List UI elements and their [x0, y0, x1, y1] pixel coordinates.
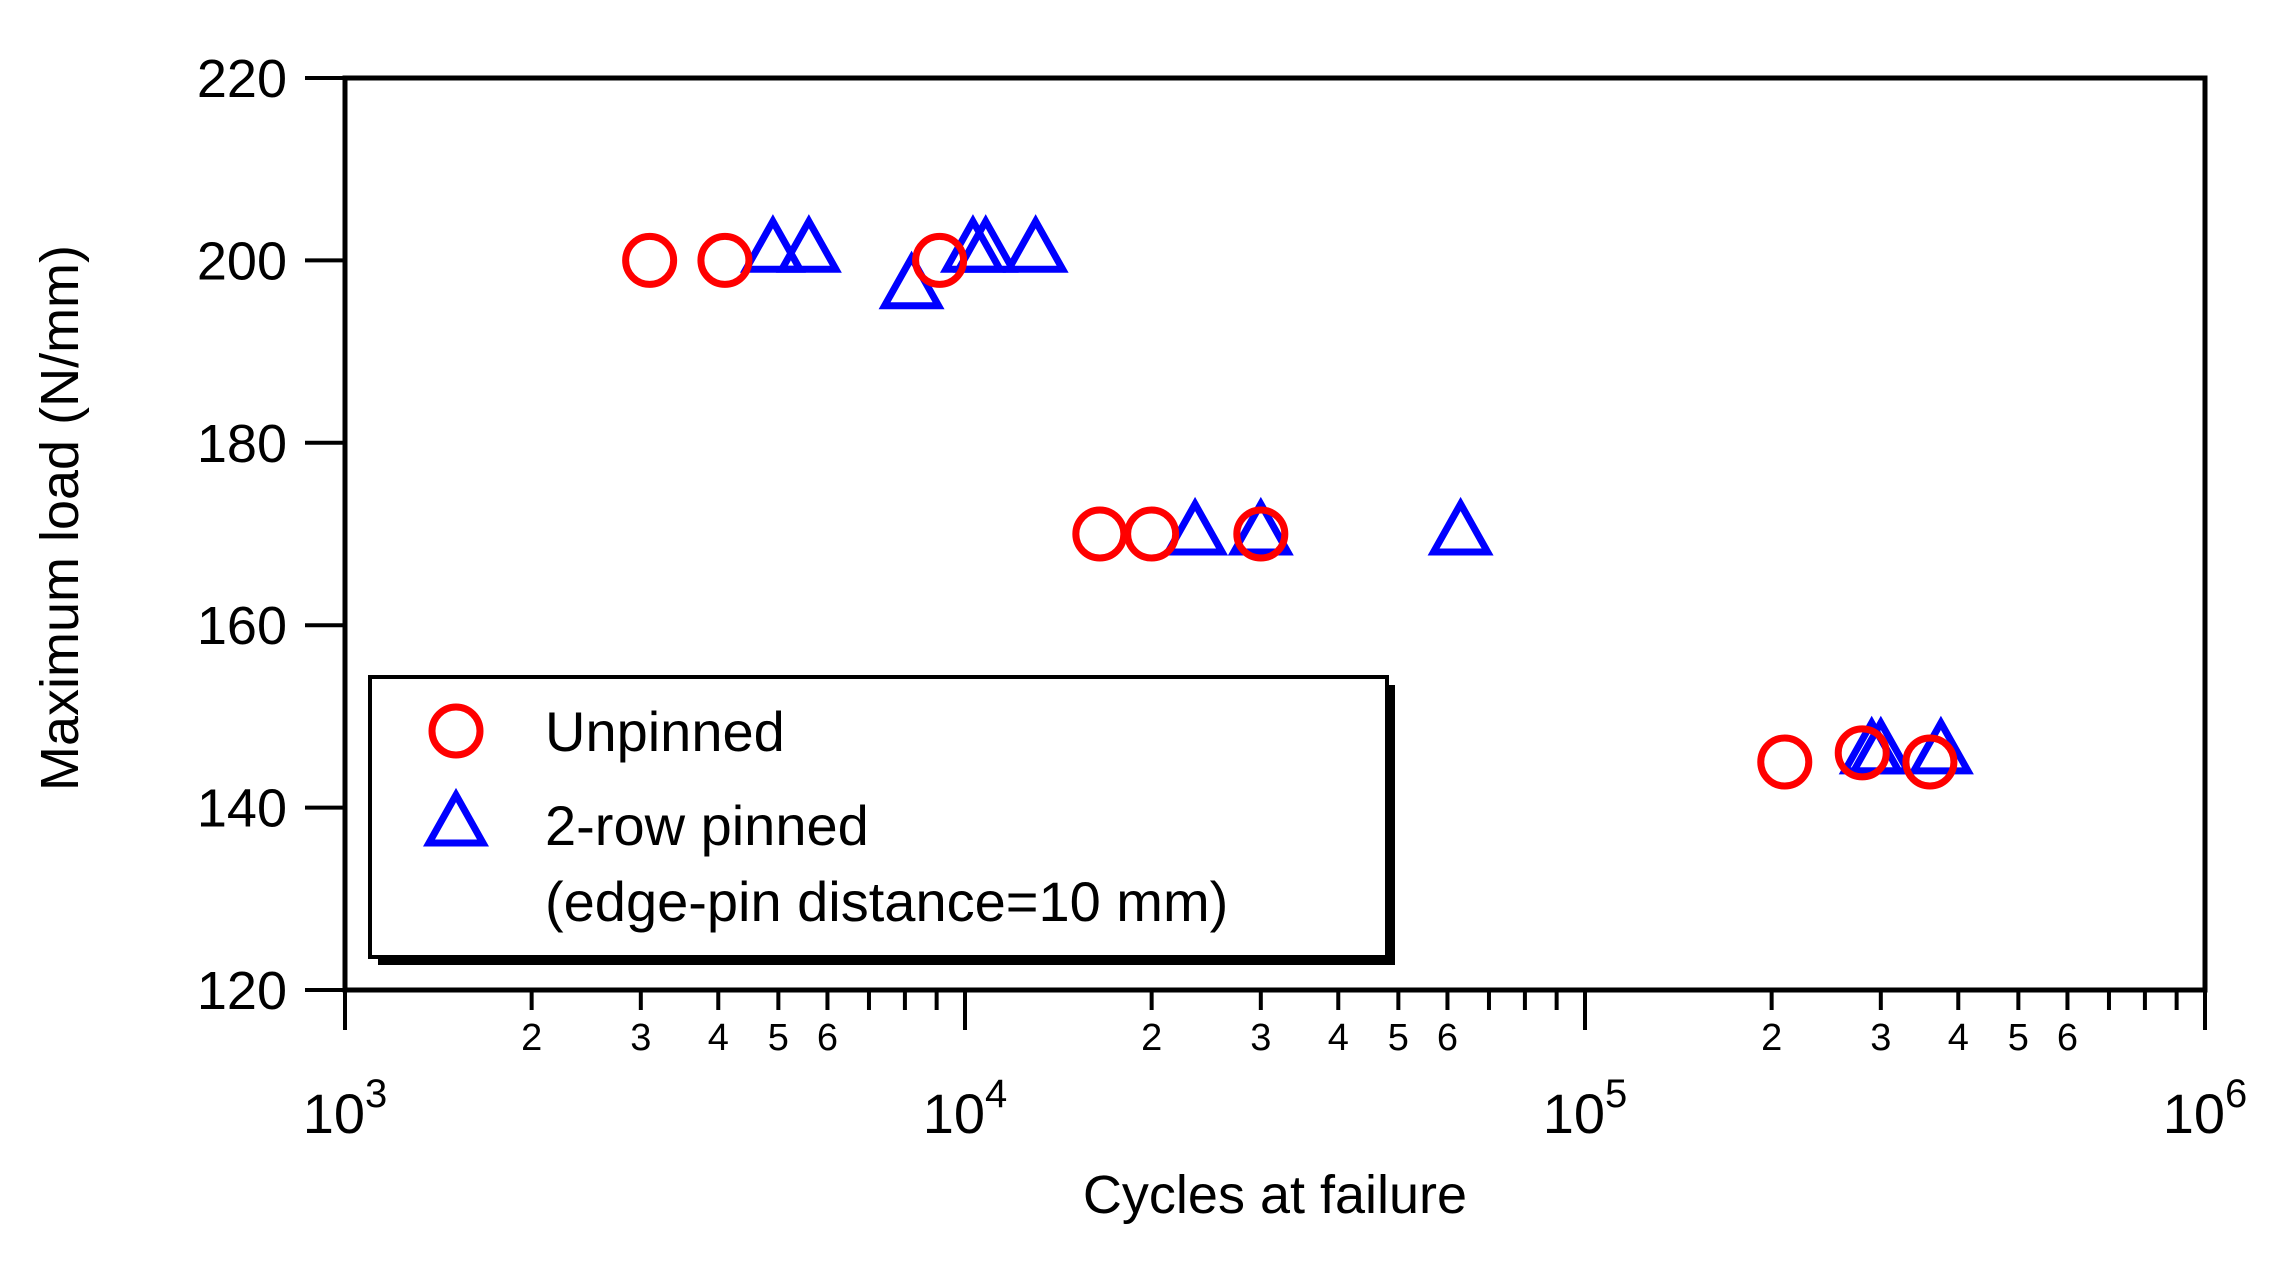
x-minor-tick-label: 3	[1250, 1017, 1271, 1059]
y-tick-label: 140	[197, 779, 287, 839]
y-tick-label: 180	[197, 414, 287, 474]
plot-frame	[342, 75, 2208, 993]
x-minor-tick-label: 6	[1437, 1017, 1458, 1059]
x-minor-tick-label: 4	[1328, 1017, 1349, 1059]
x-minor-tick-label: 5	[2008, 1017, 2029, 1059]
data-point-circle	[622, 232, 678, 288]
legend-label: Unpinned	[545, 700, 785, 763]
series-circle	[622, 232, 1958, 790]
data-point-circle	[1834, 725, 1890, 781]
legend: Unpinned 2-row pinned (edge-pin distance=1…	[368, 675, 1395, 965]
data-point-circle	[1757, 734, 1813, 790]
x-tick-label: 105	[1543, 1072, 1628, 1145]
x-minor-tick-label: 6	[2057, 1017, 2078, 1059]
legend-label: 2-row pinned	[545, 794, 869, 857]
marks-layer	[622, 214, 1974, 790]
x-minor-tick-label: 5	[768, 1017, 789, 1059]
data-point-triangle	[1002, 214, 1069, 273]
legend-box	[368, 675, 1389, 959]
data-point-circle	[1233, 506, 1289, 562]
data-point-triangle	[739, 214, 806, 273]
x-tick-label: 106	[2163, 1072, 2248, 1145]
data-point-triangle	[1907, 715, 1974, 775]
axis-labels: Cycles at failure Maximum load (N/mm)	[30, 245, 1467, 1225]
x-minor-tick-label: 3	[630, 1017, 651, 1059]
y-tick-label: 120	[197, 961, 287, 1021]
data-point-circle	[1902, 734, 1958, 790]
data-point-triangle	[775, 214, 842, 273]
legend-circle-icon	[428, 703, 484, 759]
x-minor-tick-label: 4	[1948, 1017, 1969, 1059]
x-minor-tick-label: 2	[1761, 1017, 1782, 1059]
y-tick-label: 200	[197, 231, 287, 291]
x-axis-label: Cycles at failure	[1083, 1165, 1467, 1225]
x-minor-tick-label: 2	[1141, 1017, 1162, 1059]
data-point-circle	[1124, 506, 1180, 562]
x-minor-tick-label: 5	[1388, 1017, 1409, 1059]
legend-triangle-icon	[423, 787, 489, 847]
y-tick-label: 160	[197, 596, 287, 656]
x-minor-tick-label: 4	[708, 1017, 729, 1059]
data-point-circle	[697, 232, 753, 288]
y-tick-label: 220	[197, 49, 287, 109]
data-point-circle	[912, 232, 968, 288]
data-point-triangle	[1427, 496, 1494, 556]
legend-sublabel: (edge-pin distance=10 mm)	[545, 870, 1228, 933]
x-minor-tick-label: 2	[521, 1017, 542, 1059]
y-axis-label: Maximum load (N/mm)	[30, 245, 90, 791]
data-point-triangle	[1227, 496, 1294, 556]
x-minor-tick-label: 3	[1870, 1017, 1891, 1059]
x-minor-tick-label: 6	[817, 1017, 838, 1059]
x-tick-label: 104	[923, 1072, 1008, 1145]
data-point-triangle	[1162, 496, 1229, 556]
x-tick-label: 103	[303, 1072, 388, 1145]
data-point-circle	[1072, 506, 1128, 562]
data-point-triangle	[952, 214, 1019, 273]
